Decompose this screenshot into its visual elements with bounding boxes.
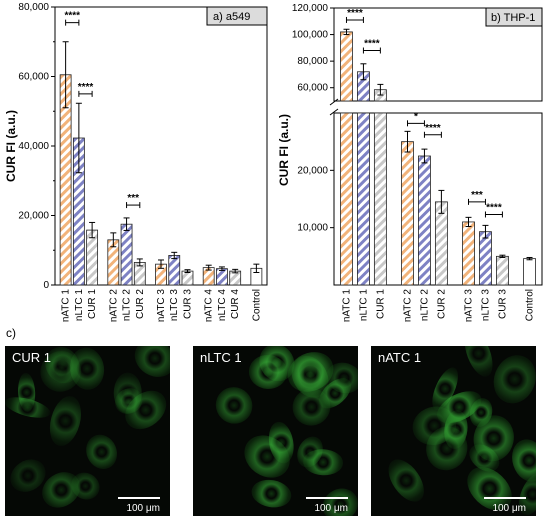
x-tick-label: nATC 1: [61, 289, 72, 323]
bar: [496, 255, 509, 286]
x-tick-label: nATC 3: [464, 289, 475, 323]
scale-bar: [484, 497, 526, 499]
y-tick-label: 120,000: [292, 3, 329, 14]
sig-label: ****: [64, 11, 80, 22]
x-tick-label: nLTC 1: [74, 289, 85, 321]
y-tick-label: 40,000: [18, 141, 49, 152]
bar: [523, 258, 536, 286]
scale-bar: [118, 497, 160, 499]
sig-label: ****: [78, 82, 94, 93]
x-tick-label: CUR 3: [182, 289, 193, 319]
upper-plot-frame: [333, 7, 543, 102]
bar: [462, 221, 475, 286]
bar: [181, 270, 194, 286]
fluorescent-cell: [80, 430, 123, 475]
x-tick-label: CUR 3: [497, 289, 508, 319]
y-tick-label: 0: [43, 280, 49, 291]
axis-break-mark: [329, 98, 339, 106]
y-tick-label: 20,000: [297, 165, 328, 176]
panel-c-label: c): [6, 326, 16, 340]
fluorescent-cell: [208, 379, 261, 432]
bar: [479, 231, 492, 286]
bar-lower-part: [357, 112, 370, 286]
bar: [168, 255, 181, 286]
micrograph-natc1: nATC 1 100 μm: [371, 346, 536, 516]
x-tick-label: nATC 2: [108, 289, 119, 323]
bar: [340, 31, 353, 102]
panel-tag: a) a549: [213, 11, 250, 23]
fluorescent-cell: [486, 349, 536, 411]
x-tick-label: nLTC 3: [169, 289, 180, 321]
x-tick-label: nATC 3: [156, 289, 167, 323]
x-tick-label: nLTC 1: [358, 289, 369, 321]
bar: [418, 155, 431, 286]
y-tick-label: 20,000: [18, 211, 49, 222]
bar: [86, 229, 99, 286]
sig-label: ****: [486, 202, 502, 213]
y-tick-label: 100,000: [292, 30, 329, 41]
bar: [216, 268, 228, 286]
micrograph-cur1: CUR 1 100 μm: [5, 346, 170, 516]
bar: [401, 141, 414, 286]
y-axis-label: CUR FI (a.u.): [277, 114, 291, 186]
bar: [434, 201, 448, 286]
x-tick-label: CUR 2: [135, 289, 146, 319]
panel-tag: b) THP-1: [491, 12, 535, 24]
fluorescent-cell: [301, 448, 344, 477]
fluorescent-cell: [381, 452, 432, 509]
x-tick-label: CUR 4: [230, 289, 241, 319]
fluorescent-cell: [458, 346, 499, 381]
micrograph-label: nLTC 1: [200, 350, 242, 365]
fluorescent-cell: [249, 477, 294, 511]
sig-label: ***: [471, 190, 483, 201]
y-tick-label: 80,000: [18, 2, 49, 13]
x-tick-label: nATC 4: [204, 289, 215, 323]
bar: [120, 223, 133, 286]
x-tick-label: CUR 2: [436, 289, 447, 319]
y-tick-label: 60,000: [297, 83, 328, 94]
y-tick-label: 60,000: [18, 72, 49, 83]
y-tick-label: 10,000: [297, 223, 328, 234]
sig-label: ****: [364, 39, 380, 50]
scale-bar-label: 100 μm: [314, 503, 348, 514]
micrograph-nltc1: nLTC 1 100 μm: [193, 346, 358, 516]
chart-thp1: 60,000 80,000 100,000 120,000 10,000 20,000 CU…: [277, 3, 543, 323]
chart-a549: 0 20,000 40,000 60,000 80,000 CUR FI (a.u.) a)…: [4, 2, 268, 323]
panel-tag-box: [206, 6, 268, 26]
x-tick-label: nATC 2: [402, 289, 413, 323]
charts-canvas: 0 20,000 40,000 60,000 80,000 CUR FI (a.u.) a)…: [4, 2, 543, 323]
scale-bar-label: 100 μm: [492, 503, 526, 514]
axis-break-mark: [329, 108, 339, 116]
x-tick-label: CUR 1: [375, 289, 386, 319]
x-tick-label: nLTC 3: [480, 289, 491, 321]
scale-bar: [306, 497, 348, 499]
sig-label: ***: [127, 193, 139, 204]
bar-lower-part: [373, 112, 387, 286]
sig-label: *: [414, 111, 418, 122]
x-tick-label: nLTC 2: [122, 289, 133, 321]
x-tick-label: nLTC 2: [419, 289, 430, 321]
x-tick-label: nATC 1: [341, 289, 352, 323]
x-tick-label: Control: [525, 289, 536, 321]
sig-label: ****: [347, 8, 363, 19]
x-tick-label: nLTC 4: [217, 289, 228, 321]
panel-tag-box: [485, 7, 543, 27]
scale-bar-label: 100 μm: [126, 503, 160, 514]
micrograph-label: CUR 1: [12, 350, 52, 365]
x-tick-label: Control: [251, 289, 262, 321]
x-tick-label: CUR 1: [87, 289, 98, 319]
sig-label: ****: [425, 123, 441, 134]
y-axis-label: CUR FI (a.u.): [4, 110, 18, 182]
micrograph-label: nATC 1: [378, 350, 422, 365]
y-tick-label: 80,000: [297, 56, 328, 67]
fluorescent-cell: [44, 392, 86, 450]
bar-lower-part: [340, 112, 353, 286]
